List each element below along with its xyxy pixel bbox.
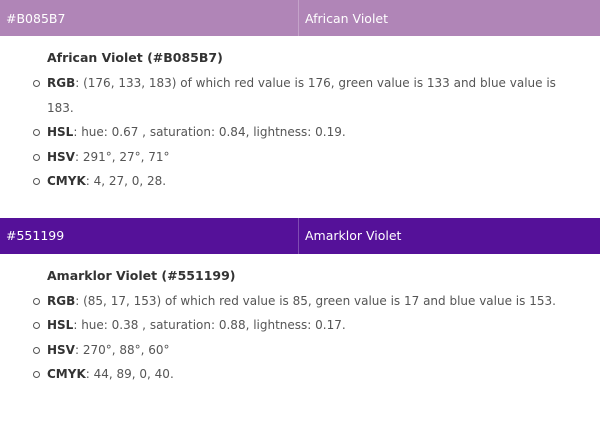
detail-item: HSV: 270°, 88°, 60° bbox=[33, 338, 570, 363]
detail-label: HSL bbox=[47, 125, 74, 139]
detail-item: HSV: 291°, 27°, 71° bbox=[33, 145, 570, 170]
detail-item: RGB: (85, 17, 153) of which red value is… bbox=[33, 289, 570, 314]
details-title: Amarklor Violet (#551199) bbox=[47, 267, 236, 283]
color-section: #551199 Amarklor Violet Amarklor Violet (#… bbox=[0, 217, 600, 407]
color-section: #B085B7 African Violet African Violet (#B0… bbox=[0, 0, 600, 218]
detail-text: : 44, 89, 0, 40. bbox=[85, 367, 174, 381]
detail-text: : 291°, 27°, 71° bbox=[74, 149, 170, 164]
color-list: #B085B7 African Violet African Violet (#B0… bbox=[0, 0, 600, 407]
detail-item: HSL: hue: 0.38 , saturation: 0.88, light… bbox=[33, 313, 570, 338]
detail-label: RGB bbox=[47, 293, 76, 308]
color-header: #551199 Amarklor Violet bbox=[0, 217, 600, 254]
color-name: African Violet bbox=[305, 10, 389, 26]
detail-label: HSV bbox=[47, 149, 75, 164]
details-list: RGB: (176, 133, 183) of which red value … bbox=[0, 71, 600, 194]
detail-text: : hue: 0.38 , saturation: 0.88, lightnes… bbox=[73, 318, 346, 332]
detail-item: RGB: (176, 133, 183) of which red value … bbox=[33, 71, 570, 120]
detail-text: : (85, 17, 153) of which red value is 85… bbox=[75, 293, 556, 308]
hex-code: #B085B7 bbox=[0, 0, 299, 36]
details-list: RGB: (85, 17, 153) of which red value is… bbox=[0, 289, 600, 387]
color-details: African Violet (#B085B7) RGB: (176, 133, … bbox=[0, 36, 600, 218]
detail-item: CMYK: 44, 89, 0, 40. bbox=[33, 362, 570, 387]
color-header: #B085B7 African Violet bbox=[0, 0, 600, 36]
detail-text: : 270°, 88°, 60° bbox=[74, 342, 170, 357]
detail-text: : 4, 27, 0, 28. bbox=[85, 174, 167, 188]
detail-text: : hue: 0.67 , saturation: 0.84, lightnes… bbox=[73, 125, 346, 139]
detail-label: HSL bbox=[47, 318, 74, 332]
color-name: Amarklor Violet bbox=[305, 228, 402, 243]
detail-item: CMYK: 4, 27, 0, 28. bbox=[33, 169, 570, 194]
detail-item: HSL: hue: 0.67 , saturation: 0.84, light… bbox=[33, 120, 570, 145]
detail-text: : (176, 133, 183) of which red value is … bbox=[47, 76, 556, 115]
detail-label: CMYK bbox=[47, 174, 86, 188]
details-title: African Violet (#B085B7) bbox=[47, 50, 223, 65]
detail-label: RGB bbox=[47, 76, 76, 90]
color-details: Amarklor Violet (#551199) RGB: (85, 17, 1… bbox=[0, 254, 600, 407]
detail-label: CMYK bbox=[47, 367, 86, 381]
detail-label: HSV bbox=[47, 342, 75, 357]
hex-code: #551199 bbox=[0, 217, 299, 254]
